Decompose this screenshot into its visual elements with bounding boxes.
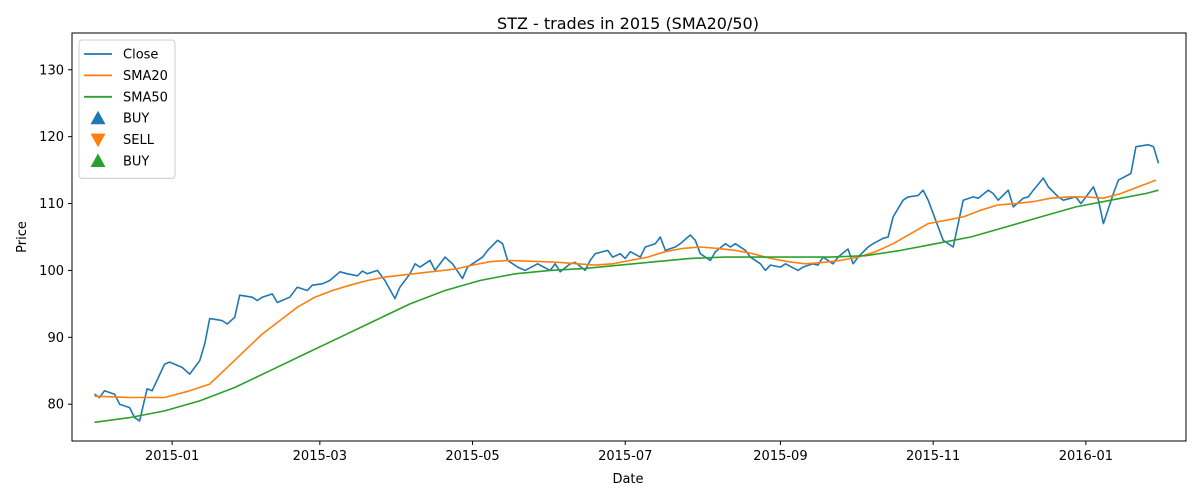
- legend-swatch-marker: [90, 153, 106, 167]
- series-line-sma50: [94, 189, 1159, 424]
- legend: Close SMA20 SMA50 BUY SELL BUY: [78, 39, 176, 179]
- y-axis-ticks: 80 90 100 110 120 130: [39, 63, 72, 413]
- series-line-sma20: [94, 179, 1157, 399]
- legend-label: SMA20: [123, 69, 168, 84]
- legend-label: SELL: [123, 133, 155, 148]
- y-tick-label: 130: [39, 63, 64, 78]
- plot-frame: [71, 32, 1187, 442]
- y-tick-label: 80: [47, 398, 64, 413]
- y-tick-label: 100: [39, 264, 64, 279]
- x-tick-label: 2015-11: [906, 449, 960, 464]
- legend-swatch-marker: [90, 133, 106, 148]
- legend-label: BUY: [123, 155, 149, 170]
- series-line-close: [94, 143, 1160, 422]
- y-tick-label: 90: [47, 331, 64, 346]
- x-tick-label: 2015-09: [753, 449, 807, 464]
- series-layer: [94, 143, 1160, 424]
- legend-swatch-marker: [90, 110, 106, 125]
- y-axis-label: Price: [15, 221, 30, 253]
- x-tick-label: 2015-07: [598, 449, 652, 464]
- x-tick-label: 2015-03: [293, 449, 347, 464]
- chart-title: STZ - trades in 2015 (SMA20/50): [497, 14, 759, 33]
- y-tick-label: 120: [39, 130, 64, 145]
- x-tick-label: 2015-05: [445, 449, 499, 464]
- x-tick-label: 2015-01: [145, 449, 199, 464]
- y-tick-label: 110: [39, 197, 64, 212]
- x-axis-ticks: 2015-01 2015-03 2015-05 2015-07 2015-09 2015-…: [145, 441, 1113, 464]
- legend-label: Close: [123, 48, 158, 63]
- legend-label: BUY: [123, 112, 149, 127]
- x-tick-label: 2016-01: [1059, 449, 1113, 464]
- legend-label: SMA50: [123, 90, 168, 105]
- x-axis-label: Date: [612, 472, 643, 487]
